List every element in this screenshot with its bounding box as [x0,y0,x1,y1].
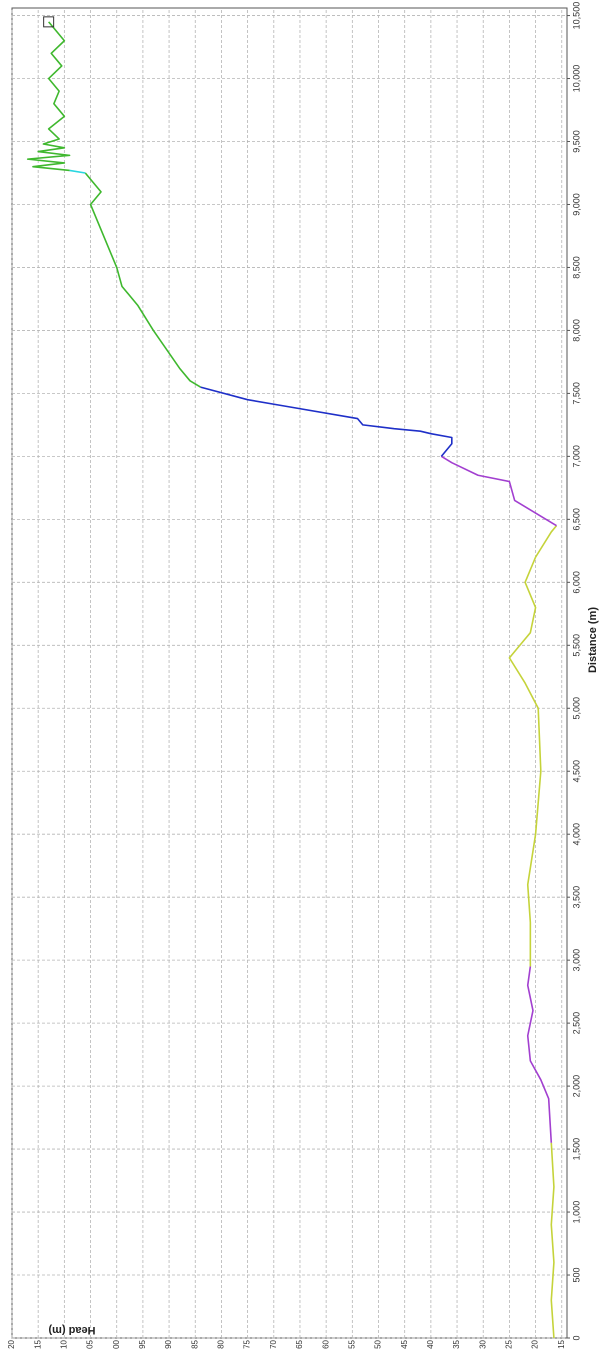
y-tick-label: 40 [426,1339,435,1348]
x-tick-label: 2,500 [571,1012,581,1035]
y-tick-label: 20 [531,1339,540,1348]
y-tick-label: 50 [374,1339,383,1348]
x-axis-title: Distance (m) [587,607,599,673]
y-tick-label: 35 [452,1339,461,1348]
x-tick-label: 10,000 [571,65,581,93]
plot-area [11,7,568,1339]
y-tick-label: 120 [7,1339,16,1349]
x-tick-label: 8,500 [571,256,581,279]
x-tick-label: 7,000 [571,445,581,468]
y-axis-title: Head (m) [48,1324,95,1336]
line [440,455,557,527]
x-tick-label: 3,000 [571,949,581,972]
x-tick-label: 9,500 [571,130,581,153]
y-tick-label: 65 [295,1339,304,1348]
x-tick-label: 4,000 [571,823,581,846]
end-marker [43,16,55,28]
line [550,1142,555,1339]
line [84,172,201,388]
x-tick-label: 2,000 [571,1075,581,1098]
x-tick-label: 10,500 [571,2,581,30]
line [526,966,553,1143]
rotated-plot: 0 500 1,000 1,500 2,000 2,500 3,000 3,500 4,000 4… [7,2,599,1349]
x-tick-label: 3,500 [571,886,581,909]
x-tick-label: 6,500 [571,508,581,531]
y-tick-label: 85 [190,1339,199,1348]
line [200,386,453,457]
y-tick-label: 45 [400,1339,409,1348]
y-tick-label: 75 [243,1339,252,1348]
y-tick-label: 100 [112,1339,121,1349]
line [69,169,86,174]
y-tick-label: 30 [478,1339,487,1348]
y-tick-label: 90 [164,1339,173,1348]
x-tick-label: 6,000 [571,571,581,594]
line [508,525,558,967]
x-tick-label: 5,000 [571,697,581,720]
y-tick-label: 110 [59,1339,68,1349]
x-tick-label: 500 [571,1268,581,1283]
y-tick-label: 70 [269,1339,278,1348]
y-tick-label: 60 [321,1339,330,1348]
x-tick-label: 0 [571,1335,581,1340]
x-tick-label: 1,500 [571,1138,581,1161]
x-tick-label: 5,500 [571,634,581,657]
x-tick-label: 1,000 [571,1201,581,1224]
x-tick-label: 4,500 [571,760,581,783]
x-tick-label: 9,000 [571,193,581,216]
y-tick-label: 95 [138,1339,147,1348]
y-tick-label: 115 [33,1339,42,1349]
y-tick-label: 15 [557,1339,566,1348]
y-tick-label: 25 [505,1339,514,1348]
x-tick-label: 7,500 [571,382,581,405]
line [26,21,71,172]
y-tick-label: 80 [217,1339,226,1348]
y-tick-label: 105 [86,1339,95,1349]
y-tick-label: 55 [347,1339,356,1348]
x-tick-label: 8,000 [571,319,581,342]
